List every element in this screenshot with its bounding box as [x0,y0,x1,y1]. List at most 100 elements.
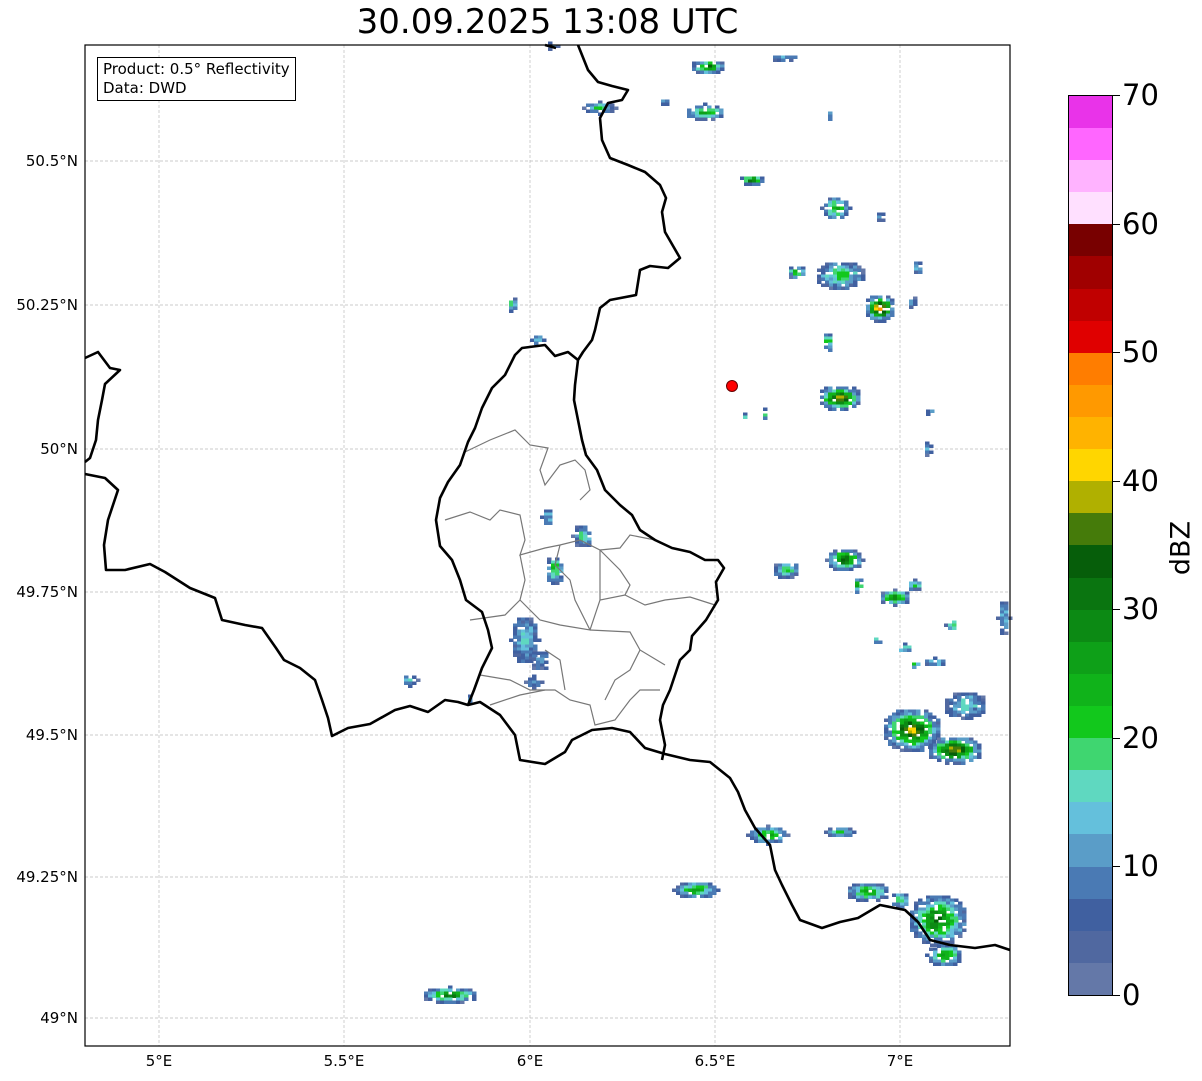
radar-echo-cell [848,883,889,902]
colorbar-tick-label: 40 [1122,463,1159,498]
radar-echo-cell [789,266,806,279]
colorbar-bin [1069,641,1112,674]
radar-echo-cell [881,588,910,607]
radar-echo-cell [855,578,864,594]
colorbar-tick [1113,95,1120,96]
radar-echo-cell [532,651,549,670]
map-frame [84,44,1011,1047]
radar-echo-cell [509,617,542,663]
colorbar-tick-label: 60 [1122,206,1159,241]
radar-echo-cell [824,333,833,352]
colorbar-bin [1069,128,1112,161]
colorbar-bin [1069,962,1112,995]
radar-echo-cell [909,578,922,591]
data-source-label: Data: DWD [103,79,187,97]
radar-echo-cell [540,509,553,525]
radar-echo-cell [929,737,982,765]
radar-echo-cell [824,827,857,837]
colorbar-bin [1069,288,1112,321]
radar-echo-cell [404,675,421,688]
colorbar-bin [1069,802,1112,835]
colorbar-tick-label: 30 [1122,592,1159,627]
colorbar-bin [1069,320,1112,353]
colorbar-bin [1069,160,1112,193]
radar-echo-cell [746,824,791,846]
colorbar-bin [1069,609,1112,642]
colorbar-tick-label: 0 [1122,978,1141,1012]
colorbar-bin [1069,545,1112,578]
colorbar-bin [1069,930,1112,963]
x-tick-label: 5.5°E [323,1052,365,1070]
location-marker [726,380,738,392]
y-tick-label: 49.5°N [25,726,78,744]
radar-echo-cell [945,692,986,720]
colorbar-bin [1069,738,1112,771]
radar-echo-cell [892,893,909,909]
colorbar [1068,95,1113,996]
colorbar-tick [1113,223,1120,225]
colorbar-bin [1069,256,1112,289]
radar-echo-cell [825,549,866,571]
radar-echo-cell [926,409,935,416]
radar-echo-cell [899,642,912,652]
colorbar-tick [1113,352,1120,354]
colorbar-bin [1069,834,1112,867]
colorbar-bin [1069,224,1112,257]
radar-echo-cell [884,709,941,752]
colorbar-bin [1069,449,1112,482]
colorbar-tick [1113,737,1120,739]
radar-echo-cell [866,295,895,323]
colorbar-label: dBZ [1165,520,1197,576]
radar-echo-cell [774,563,799,579]
x-tick-label: 5°E [145,1052,173,1070]
radar-echo-cell [547,557,564,585]
radar-echo-cell [828,111,833,121]
radar-echo-cell [763,407,768,420]
y-tick-label: 49°N [40,1009,78,1027]
y-tick-label: 50.25°N [16,296,78,314]
radar-echo-cell [740,176,765,186]
radar-echo-cell [914,261,923,274]
colorbar-bin [1069,384,1112,418]
colorbar-bin [1069,417,1112,450]
colorbar-bin [1069,673,1112,707]
radar-echo-cell [912,662,921,669]
radar-echo-cell [571,525,592,547]
radar-echo-cell [944,620,957,630]
y-tick-label: 50.5°N [25,152,78,170]
colorbar-bin [1069,192,1112,225]
colorbar-tick-label: 50 [1122,335,1159,370]
colorbar-bin [1069,352,1112,385]
radar-echo-cell [661,99,670,106]
colorbar-tick-label: 70 [1122,78,1159,112]
radar-echo-cell [524,674,545,690]
radar-echo-cell [877,212,886,222]
colorbar-tick [1113,609,1120,611]
colorbar-tick [1113,995,1120,996]
radar-echo-cell [817,262,866,290]
x-tick-label: 7°E [886,1052,914,1070]
radar-echo-cell [672,882,721,898]
colorbar-bin [1069,866,1112,899]
y-tick-label: 50°N [40,440,78,458]
colorbar-tick-label: 10 [1122,849,1159,884]
product-info-box: Product: 0.5° Reflectivity Data: DWD [97,57,296,101]
colorbar-bin [1069,481,1112,514]
radar-echo-cell [530,335,547,345]
colorbar-tick [1113,480,1120,482]
radar-echo-cell [996,601,1013,635]
country-borders [84,43,1011,952]
y-tick-label: 49.75°N [16,583,78,601]
colorbar-bin [1069,577,1112,610]
colorbar-tick-label: 20 [1122,720,1159,755]
radar-echo-cell [874,637,883,644]
map-title: 30.09.2025 13:08 UTC [356,2,739,42]
radar-echo-cell [773,55,798,62]
y-tick-label: 49.25°N [16,868,78,886]
radar-echo-cell [743,412,748,419]
radar-echo-cell [925,441,934,457]
radar-echo-cell [820,197,853,219]
radar-echo-cell [687,102,724,121]
radar-echo-cell [509,297,518,313]
